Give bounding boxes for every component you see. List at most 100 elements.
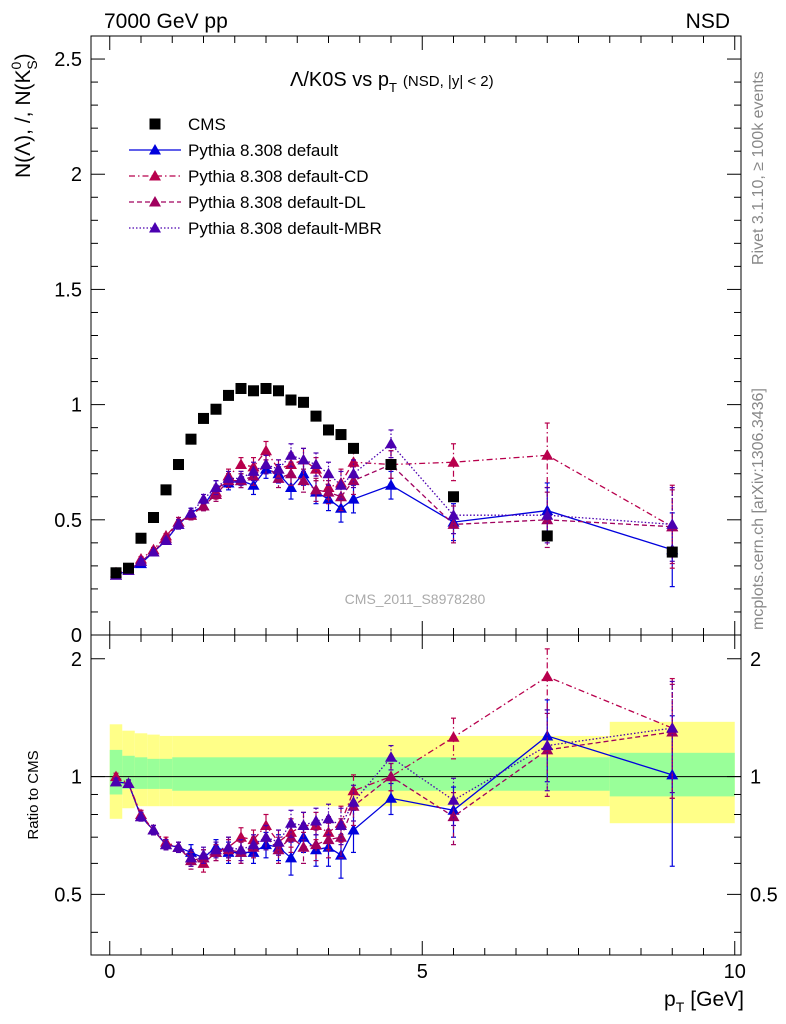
data-point-cms bbox=[110, 567, 122, 579]
plot-title-extra: (NSD, |y| < 2) bbox=[403, 73, 494, 90]
data-point-default bbox=[385, 792, 397, 803]
data-point-dl bbox=[447, 810, 460, 822]
data-point-cms bbox=[310, 410, 322, 422]
data-point-dl bbox=[297, 841, 310, 852]
data-point-cms bbox=[348, 442, 359, 454]
data-point-mbr bbox=[172, 841, 185, 852]
data-point-mbr bbox=[197, 493, 210, 504]
data-point-cms bbox=[185, 433, 197, 445]
data-point-cms bbox=[135, 532, 147, 544]
y-axis-label-main: N(Λ), /, N(K bbox=[12, 69, 35, 178]
data-point-cms bbox=[223, 389, 234, 401]
legend-marker-dl bbox=[149, 196, 161, 207]
data-point-cd bbox=[235, 458, 247, 470]
data-point-dl bbox=[447, 518, 460, 529]
data-point-mbr bbox=[322, 812, 335, 824]
data-point-default bbox=[347, 824, 360, 835]
legend-label-dl: Pythia 8.308 default-DL bbox=[188, 193, 366, 212]
ratio-y-axis-label: Ratio to CMS bbox=[25, 750, 42, 839]
data-point-mbr bbox=[272, 836, 285, 847]
data-point-mbr bbox=[210, 843, 222, 855]
data-point-mbr bbox=[147, 824, 160, 835]
data-point-dl bbox=[197, 499, 210, 511]
data-point-dl bbox=[297, 474, 310, 486]
data-point-dl bbox=[347, 474, 360, 486]
data-point-mbr bbox=[347, 467, 360, 479]
ratio-y-tick-label-right: 1 bbox=[750, 767, 761, 789]
legend-marker-default bbox=[149, 144, 161, 155]
ratio-y-tick-label-right: 2 bbox=[750, 649, 761, 671]
uncertainty-band-green bbox=[134, 757, 148, 789]
data-point-dl bbox=[210, 488, 222, 499]
data-point-mbr bbox=[172, 518, 185, 529]
data-point-mbr bbox=[541, 509, 554, 520]
data-point-cms bbox=[173, 459, 184, 471]
data-point-cms bbox=[541, 530, 553, 542]
data-point-mbr bbox=[310, 458, 322, 470]
data-point-mbr bbox=[147, 546, 160, 557]
data-point-cms bbox=[335, 429, 347, 441]
data-point-mbr bbox=[335, 819, 347, 830]
data-point-dl bbox=[310, 838, 322, 850]
plot-title: Λ/K0S vs pT (NSD, |y| < 2) bbox=[290, 69, 494, 95]
data-point-cms bbox=[385, 459, 397, 471]
data-point-cms bbox=[448, 491, 459, 503]
data-point-cd bbox=[447, 731, 460, 742]
legend-entry-cd: Pythia 8.308 default-CD bbox=[129, 167, 369, 186]
data-point-mbr bbox=[222, 472, 235, 483]
data-point-dl bbox=[285, 467, 297, 479]
legend-label-mbr: Pythia 8.308 default-MBR bbox=[188, 219, 382, 238]
legend-entry-default: Pythia 8.308 default bbox=[129, 141, 339, 160]
plot-title-sub: T bbox=[389, 80, 397, 95]
data-point-cd bbox=[447, 456, 460, 467]
data-point-cms bbox=[323, 424, 334, 436]
y-axis-label-sub: S bbox=[24, 60, 40, 69]
y-tick-label: 1.5 bbox=[54, 279, 82, 301]
data-point-mbr bbox=[447, 509, 460, 520]
ratio-y-tick-label: 0.5 bbox=[54, 884, 82, 906]
plot-title-main: Λ/K0S vs p bbox=[290, 69, 389, 91]
data-point-mbr bbox=[135, 810, 147, 822]
data-point-cms bbox=[666, 546, 678, 558]
data-point-dl bbox=[310, 483, 322, 495]
y-tick-label: 1 bbox=[71, 395, 82, 417]
data-point-dl bbox=[285, 831, 297, 842]
data-point-mbr bbox=[260, 831, 272, 842]
data-point-mbr bbox=[447, 794, 460, 805]
x-axis-label-unit: [GeV] bbox=[690, 988, 744, 1011]
data-point-cms bbox=[210, 403, 222, 415]
data-point-mbr bbox=[135, 555, 147, 566]
data-point-dl bbox=[322, 833, 335, 845]
data-point-default bbox=[385, 479, 397, 490]
data-point-dl bbox=[322, 486, 335, 497]
y-tick-label: 2.5 bbox=[54, 49, 82, 71]
data-point-mbr bbox=[666, 518, 679, 529]
process-label: NSD bbox=[686, 10, 730, 33]
data-point-cms bbox=[298, 396, 309, 408]
ratio-y-tick-label-right: 0.5 bbox=[750, 884, 778, 906]
legend-marker-mbr bbox=[149, 222, 161, 233]
data-point-mbr bbox=[247, 838, 260, 850]
data-point-mbr bbox=[335, 479, 347, 490]
x-axis-label: pT [GeV] bbox=[664, 988, 744, 1015]
data-point-mbr bbox=[272, 463, 285, 474]
data-point-cd bbox=[235, 831, 247, 842]
data-point-mbr bbox=[310, 814, 322, 826]
data-point-cms bbox=[285, 394, 297, 406]
x-tick-label: 5 bbox=[417, 961, 428, 983]
data-point-mbr bbox=[541, 739, 554, 751]
legend-label-cd: Pythia 8.308 default-CD bbox=[188, 167, 369, 186]
y-tick-label: 0.5 bbox=[54, 510, 82, 532]
x-tick-label: 0 bbox=[104, 961, 115, 983]
data-point-cms bbox=[273, 385, 284, 397]
legend-entry-mbr: Pythia 8.308 default-MBR bbox=[129, 219, 382, 238]
data-point-cms bbox=[248, 385, 259, 397]
data-point-default bbox=[347, 493, 360, 504]
data-point-mbr bbox=[260, 458, 272, 470]
y-axis-label-sup: 0 bbox=[8, 61, 24, 69]
data-point-mbr bbox=[235, 472, 247, 483]
data-point-cd bbox=[260, 444, 272, 456]
legend-marker-cd bbox=[149, 170, 161, 181]
ratio-y-tick-label: 2 bbox=[71, 649, 82, 671]
